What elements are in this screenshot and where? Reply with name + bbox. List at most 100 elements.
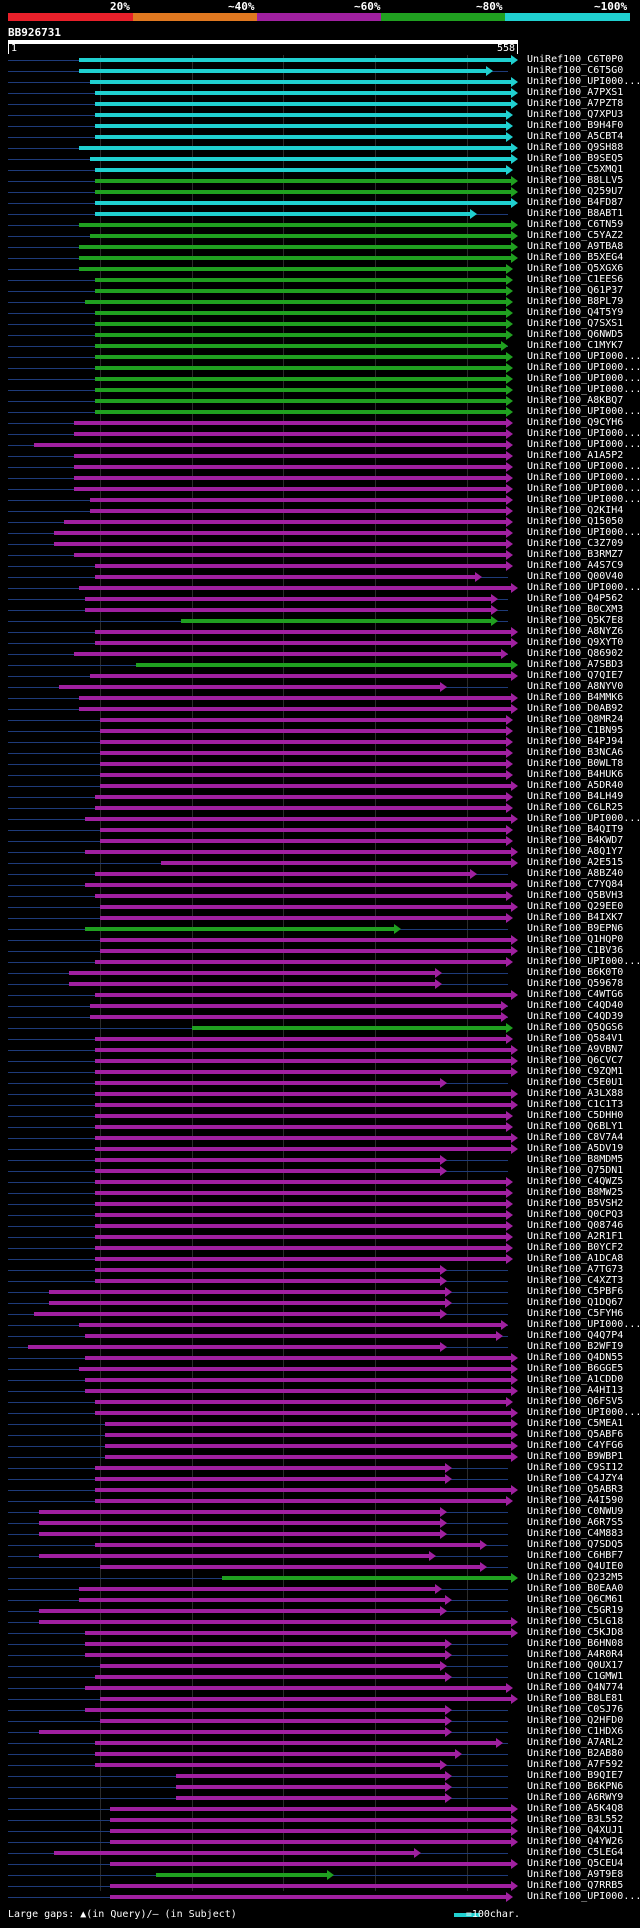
hit-bar[interactable] xyxy=(100,751,506,755)
hit-row[interactable]: UniRef100_Q86902 xyxy=(8,648,638,660)
hit-label[interactable]: UniRef100_Q5XGX6 xyxy=(527,263,624,274)
hit-label[interactable]: UniRef100_B9EPN6 xyxy=(527,923,624,934)
hit-row[interactable]: UniRef100_B4QIT9 xyxy=(8,824,638,836)
hit-label[interactable]: UniRef100_B8MW25 xyxy=(527,1187,624,1198)
hit-bar[interactable] xyxy=(95,278,506,282)
hit-bar[interactable] xyxy=(110,1862,511,1866)
hit-row[interactable]: UniRef100_B5VSH2 xyxy=(8,1198,638,1210)
hit-label[interactable]: UniRef100_B4IXK7 xyxy=(527,912,624,923)
hit-label[interactable]: UniRef100_Q08746 xyxy=(527,1220,624,1231)
hit-label[interactable]: UniRef100_Q5CEU4 xyxy=(527,1858,624,1869)
hit-bar[interactable] xyxy=(85,1334,496,1338)
hit-row[interactable]: UniRef100_C1C1T3 xyxy=(8,1099,638,1111)
hit-row[interactable]: UniRef100_A4HI13 xyxy=(8,1385,638,1397)
hit-row[interactable]: UniRef100_Q8MR24 xyxy=(8,714,638,726)
hit-label[interactable]: UniRef100_B8LLV5 xyxy=(527,175,624,186)
hit-label[interactable]: UniRef100_B9H4F0 xyxy=(527,120,624,131)
hit-row[interactable]: UniRef100_UPI000... xyxy=(8,373,640,385)
hit-row[interactable]: UniRef100_B0YCF2 xyxy=(8,1242,638,1254)
hit-row[interactable]: UniRef100_Q259U7 xyxy=(8,186,638,198)
hit-bar[interactable] xyxy=(79,1367,511,1371)
hit-row[interactable]: UniRef100_C5GR19 xyxy=(8,1605,638,1617)
hit-bar[interactable] xyxy=(95,1752,455,1756)
hit-bar[interactable] xyxy=(95,179,511,183)
hit-label[interactable]: UniRef100_C5GR19 xyxy=(527,1605,624,1616)
hit-bar[interactable] xyxy=(79,256,511,260)
hit-row[interactable]: UniRef100_Q7XPU3 xyxy=(8,109,638,121)
hit-bar[interactable] xyxy=(39,1510,440,1514)
hit-row[interactable]: UniRef100_Q0UX17 xyxy=(8,1660,638,1672)
hit-row[interactable]: UniRef100_B4LH49 xyxy=(8,791,638,803)
hit-bar[interactable] xyxy=(100,740,506,744)
hit-label[interactable]: UniRef100_A5K4Q8 xyxy=(527,1803,624,1814)
hit-label[interactable]: UniRef100_UPI000... xyxy=(527,1891,640,1902)
hit-row[interactable]: UniRef100_UPI000... xyxy=(8,956,640,968)
hit-label[interactable]: UniRef100_C5MEA1 xyxy=(527,1418,624,1429)
hit-row[interactable]: UniRef100_C5LEG4 xyxy=(8,1847,638,1859)
hit-label[interactable]: UniRef100_A7ARL2 xyxy=(527,1737,624,1748)
hit-bar[interactable] xyxy=(95,1257,506,1261)
hit-bar[interactable] xyxy=(95,135,506,139)
hit-bar[interactable] xyxy=(74,421,506,425)
hit-row[interactable]: UniRef100_C6T5G0 xyxy=(8,65,638,77)
hit-label[interactable]: UniRef100_UPI000... xyxy=(527,483,640,494)
hit-bar[interactable] xyxy=(95,1114,506,1118)
hit-row[interactable]: UniRef100_Q584V1 xyxy=(8,1033,638,1045)
hit-label[interactable]: UniRef100_C4YFG6 xyxy=(527,1440,624,1451)
hit-bar[interactable] xyxy=(100,949,511,953)
hit-label[interactable]: UniRef100_B3NCA6 xyxy=(527,747,624,758)
hit-row[interactable]: UniRef100_Q5K7E8 xyxy=(8,615,638,627)
hit-row[interactable]: UniRef100_A7PZT8 xyxy=(8,98,638,110)
hit-label[interactable]: UniRef100_C0SJ76 xyxy=(527,1704,624,1715)
hit-label[interactable]: UniRef100_Q5BVH3 xyxy=(527,890,624,901)
hit-label[interactable]: UniRef100_Q4XUJ1 xyxy=(527,1825,624,1836)
hit-bar[interactable] xyxy=(85,1378,511,1382)
hit-bar[interactable] xyxy=(110,1884,511,1888)
hit-row[interactable]: UniRef100_C6LR25 xyxy=(8,802,638,814)
hit-bar[interactable] xyxy=(222,1576,511,1580)
hit-row[interactable]: UniRef100_Q4P562 xyxy=(8,593,638,605)
hit-bar[interactable] xyxy=(95,1103,511,1107)
hit-bar[interactable] xyxy=(95,1224,506,1228)
hit-bar[interactable] xyxy=(100,729,506,733)
hit-row[interactable]: UniRef100_A2E515 xyxy=(8,857,638,869)
hit-bar[interactable] xyxy=(100,828,506,832)
hit-label[interactable]: UniRef100_Q1HQP0 xyxy=(527,934,624,945)
hit-label[interactable]: UniRef100_UPI000... xyxy=(527,813,640,824)
hit-label[interactable]: UniRef100_Q7SDQ5 xyxy=(527,1539,624,1550)
hit-label[interactable]: UniRef100_B9WBP1 xyxy=(527,1451,624,1462)
hit-row[interactable]: UniRef100_C3Z709 xyxy=(8,538,638,550)
hit-label[interactable]: UniRef100_C5E0U1 xyxy=(527,1077,624,1088)
hit-label[interactable]: UniRef100_UPI000... xyxy=(527,472,640,483)
hit-row[interactable]: UniRef100_UPI000... xyxy=(8,1407,640,1419)
hit-bar[interactable] xyxy=(90,80,511,84)
hit-label[interactable]: UniRef100_A3LX88 xyxy=(527,1088,624,1099)
hit-row[interactable]: UniRef100_Q232M5 xyxy=(8,1572,638,1584)
hit-bar[interactable] xyxy=(95,124,506,128)
hit-label[interactable]: UniRef100_A8NYZ6 xyxy=(527,626,624,637)
hit-row[interactable]: UniRef100_A4R0R4 xyxy=(8,1649,638,1661)
hit-bar[interactable] xyxy=(95,311,506,315)
hit-row[interactable]: UniRef100_C6T0P0 xyxy=(8,54,638,66)
hit-row[interactable]: UniRef100_C5XMQ1 xyxy=(8,164,638,176)
hit-label[interactable]: UniRef100_A6R7S5 xyxy=(527,1517,624,1528)
hit-row[interactable]: UniRef100_A8Q1Y7 xyxy=(8,846,638,858)
hit-bar[interactable] xyxy=(85,1642,445,1646)
hit-label[interactable]: UniRef100_C6HBF7 xyxy=(527,1550,624,1561)
hit-label[interactable]: UniRef100_Q5ABF6 xyxy=(527,1429,624,1440)
hit-bar[interactable] xyxy=(90,157,511,161)
hit-bar[interactable] xyxy=(100,1719,445,1723)
hit-row[interactable]: UniRef100_A6RWY9 xyxy=(8,1792,638,1804)
hit-bar[interactable] xyxy=(39,1554,429,1558)
hit-label[interactable]: UniRef100_B6KPN6 xyxy=(527,1781,624,1792)
hit-row[interactable]: UniRef100_Q4T5Y9 xyxy=(8,307,638,319)
hit-bar[interactable] xyxy=(176,1774,445,1778)
hit-row[interactable]: UniRef100_B8PL79 xyxy=(8,296,638,308)
hit-bar[interactable] xyxy=(95,1477,445,1481)
hit-row[interactable]: UniRef100_Q7SDQ5 xyxy=(8,1539,638,1551)
hit-row[interactable]: UniRef100_C5KJD8 xyxy=(8,1627,638,1639)
hit-label[interactable]: UniRef100_Q5QGS6 xyxy=(527,1022,624,1033)
hit-bar[interactable] xyxy=(95,630,511,634)
hit-bar[interactable] xyxy=(74,652,501,656)
hit-bar[interactable] xyxy=(100,1697,511,1701)
